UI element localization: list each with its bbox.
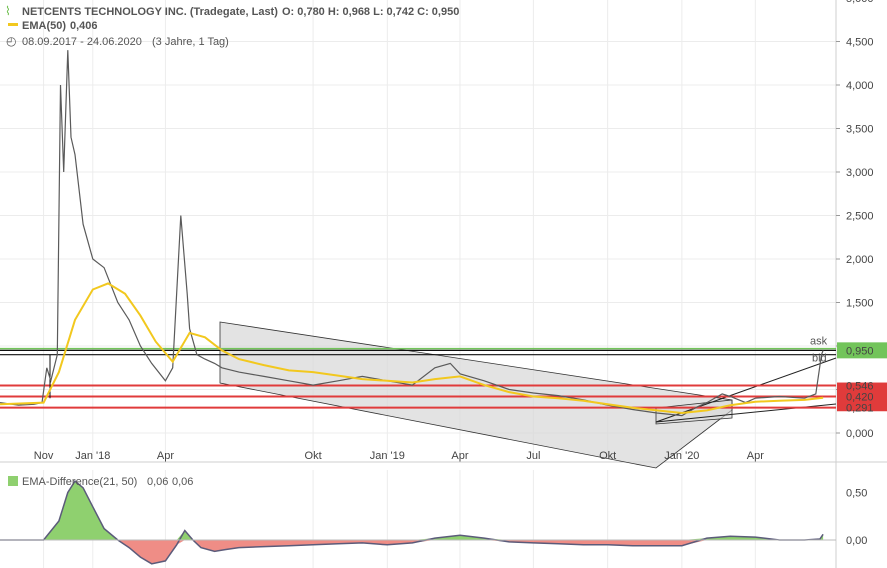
support-zone-box [837,382,887,412]
osc-y-tick-label: 0,00 [846,535,867,547]
y-tick-label: 3,500 [846,124,874,136]
trend-channel [219,321,733,469]
x-tick-label: Apr [451,450,468,462]
level-1-label: 0,546 [846,380,874,392]
y-tick-label: 5,000 [846,0,874,5]
date-range-detail: (3 Jahre, 1 Tag) [152,36,229,48]
last-price-label: 0,950 [846,345,874,357]
x-tick-label: Jul [526,450,540,462]
ask-label: ask [810,335,828,347]
x-tick-label: Okt [599,450,616,462]
x-tick-label: Jan '20 [664,450,699,462]
y-tick-label: 4,000 [846,80,874,92]
chart-type-icon: ⌇ [5,4,11,18]
y-tick-label: 2,500 [846,211,874,223]
price-line [0,50,824,417]
ema-legend-swatch [8,23,18,26]
ema-legend-label: EMA(50) [22,20,66,32]
x-tick-label: Jan '19 [370,450,405,462]
osc-legend-swatch [8,476,18,486]
y-tick-label: 1,500 [846,298,874,310]
x-tick-label: Jan '18 [75,450,110,462]
bid-label: bid [812,353,827,365]
clock-icon: ◴ [6,34,16,48]
osc-legend-value-2: 0,06 [172,476,193,488]
y-tick-label: 2,000 [846,254,874,266]
osc-y-tick-label: 0,50 [846,488,867,500]
x-tick-label: Apr [747,450,764,462]
ohlc-values: O: 0,780 H: 0,968 L: 0,742 C: 0,950 [282,6,459,18]
osc-legend-value-1: 0,06 [147,476,168,488]
date-range: 08.09.2017 - 24.06.2020 [22,36,142,48]
y-tick-label: 3,000 [846,167,874,179]
trend-line-up [655,357,837,423]
x-tick-label: Apr [157,450,174,462]
y-tick-label: 4,500 [846,37,874,49]
osc-legend-label: EMA-Difference(21, 50) [22,476,137,488]
ema-line [0,282,824,415]
chart-title: NETCENTS TECHNOLOGY INC. (Tradegate, Las… [22,6,278,18]
level-3-label: 0,291 [846,403,874,415]
ema-legend-value: 0,406 [70,20,98,32]
oscillator-negative-area [0,540,824,564]
last-price-label-box [837,342,887,359]
y-tick-label: 0,000 [846,428,874,440]
oscillator-positive-area [0,481,824,540]
level-2-label: 0,420 [846,391,874,403]
oscillator-line [0,479,824,565]
x-tick-label: Nov [34,450,54,462]
x-tick-label: Okt [305,450,322,462]
